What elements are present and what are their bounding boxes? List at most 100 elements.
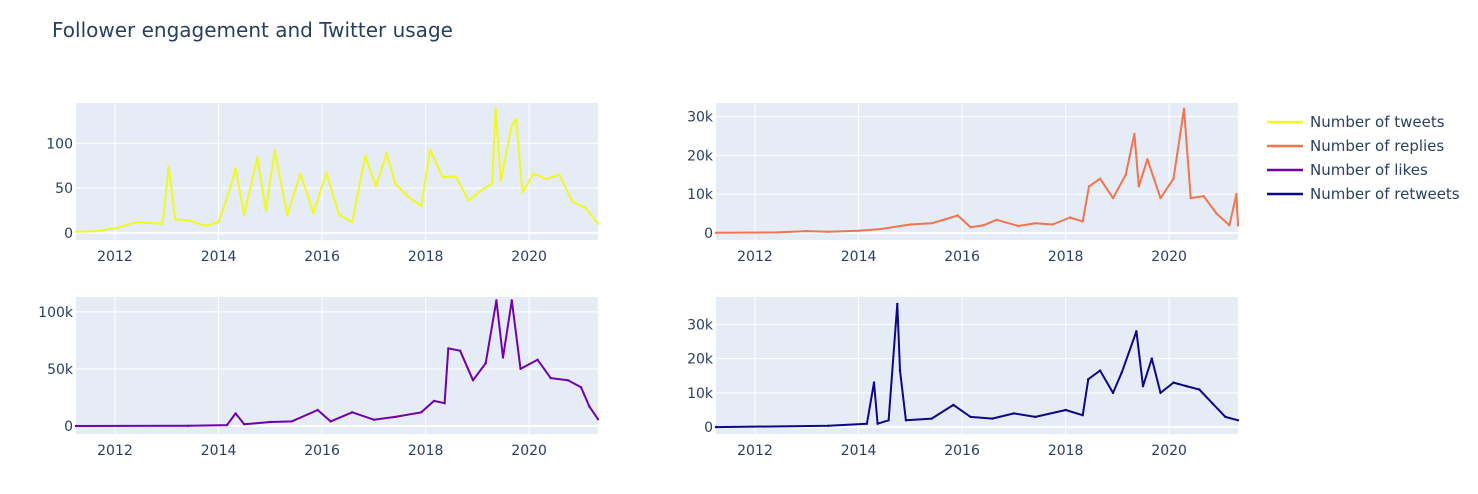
y-tick-label: 30k (687, 317, 714, 333)
data-point (1198, 388, 1201, 391)
data-point (930, 222, 933, 225)
data-point (1211, 402, 1214, 405)
data-point (269, 420, 272, 424)
data-point (982, 224, 985, 227)
x-tick-label: 2020 (1151, 249, 1187, 265)
data-point (1017, 224, 1020, 228)
data-point (909, 223, 912, 226)
data-point (876, 422, 879, 425)
data-point (394, 182, 397, 185)
data-point (952, 403, 955, 407)
data-point (174, 218, 177, 221)
data-point (286, 213, 289, 217)
data-point (872, 381, 876, 384)
data-point (1202, 194, 1205, 198)
data-point (1081, 220, 1084, 223)
subplot-retweets: 2012 2014 2016 2018 2020 0 10k 20k 30k (687, 297, 1240, 459)
data-point (969, 415, 972, 419)
data-point (878, 227, 882, 231)
y-tick-label: 50k (47, 362, 74, 378)
data-point (1111, 391, 1115, 395)
data-point (579, 386, 583, 389)
y-tick-label: 10k (687, 386, 714, 402)
data-point (1185, 384, 1188, 388)
data-point (312, 211, 315, 215)
data-point (827, 230, 830, 233)
data-point (1133, 132, 1136, 136)
data-point (887, 419, 890, 422)
data-point (865, 422, 869, 425)
data-point (775, 231, 778, 234)
data-point (991, 417, 994, 420)
y-tick-label: 0 (704, 226, 713, 242)
data-point (596, 418, 600, 421)
data-point (234, 167, 237, 170)
data-point (904, 419, 908, 422)
data-point (521, 191, 524, 194)
data-point (584, 206, 587, 209)
data-point (385, 151, 388, 155)
data-point (227, 191, 231, 194)
data-point (1135, 330, 1138, 333)
data-point (407, 195, 410, 199)
data-point (930, 417, 933, 420)
data-point (714, 231, 718, 234)
data-point (499, 179, 502, 183)
data-point (471, 379, 475, 382)
legend-label: Number of retweets (1310, 185, 1460, 203)
data-point (441, 176, 444, 179)
legend-item[interactable]: Number of replies (1267, 137, 1444, 155)
data-point (1137, 185, 1141, 188)
data-point (338, 213, 341, 217)
data-point (217, 220, 220, 224)
subplot-replies: 2012 2014 2016 2018 2020 0 10k 20k 30k (687, 103, 1240, 265)
data-point (161, 222, 164, 226)
data-point (447, 347, 450, 350)
data-point (495, 299, 498, 302)
data-point (490, 182, 494, 185)
data-point (805, 229, 809, 233)
data-point (545, 177, 548, 181)
data-point (243, 423, 246, 426)
legend-item[interactable]: Number of likes (1267, 161, 1428, 179)
x-tick-label: 2016 (304, 249, 340, 265)
x-tick-label: 2014 (201, 249, 237, 265)
legend-label: Number of replies (1310, 137, 1444, 155)
legend[interactable]: Number of tweets Number of replies Number … (1267, 113, 1460, 203)
plot-area (716, 103, 1238, 240)
data-point (225, 423, 229, 427)
data-point (454, 175, 457, 178)
legend-item[interactable]: Number of retweets (1267, 185, 1460, 203)
data-point (96, 229, 99, 233)
data-point (187, 219, 190, 222)
legend-label: Number of likes (1310, 161, 1428, 179)
data-point (1087, 378, 1090, 381)
data-point (204, 224, 207, 227)
data-point (394, 415, 397, 419)
data-point (351, 411, 354, 414)
data-point (1224, 415, 1227, 419)
data-point (264, 209, 268, 212)
y-tick-label: 10k (687, 187, 714, 203)
y-tick-label: 20k (687, 148, 714, 164)
data-point (532, 172, 535, 175)
data-point (571, 200, 574, 203)
data-point (1141, 384, 1145, 388)
data-point (536, 358, 539, 361)
y-tick-label: 0 (64, 419, 73, 435)
data-point (443, 402, 446, 405)
chart-title: Follower engagement and Twitter usage (52, 18, 453, 42)
data-point (1150, 357, 1154, 360)
data-point (1120, 371, 1124, 374)
x-tick-label: 2012 (737, 249, 773, 265)
data-point (1215, 212, 1218, 215)
data-point (135, 220, 138, 224)
data-point (1235, 193, 1238, 196)
x-tick-label: 2014 (201, 443, 237, 459)
x-tick-label: 2014 (841, 443, 877, 459)
x-tick-label: 2020 (1151, 443, 1187, 459)
data-point (1068, 216, 1072, 219)
data-point (566, 379, 570, 382)
y-tick-label: 20k (687, 352, 714, 368)
legend-item[interactable]: Number of tweets (1267, 113, 1445, 131)
